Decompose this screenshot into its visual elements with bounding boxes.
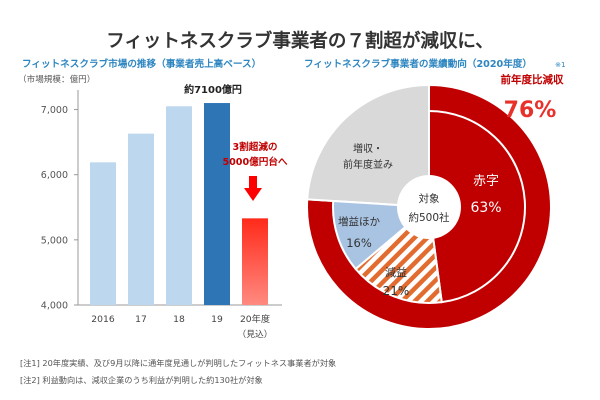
bar-18 [166,106,192,306]
footnote-1: [注1] 20年度実績、及び9月以降に通年度見通しが判明したフィットネス事業者が… [20,358,337,368]
profit-decline-value: 21% [383,284,410,298]
donut-chart: フィットネスクラブ事業者の業績動向（2020年度） ※1 対象 約500社 増収… [304,58,566,330]
bar-2016 [90,162,116,305]
profit-increase-value: 16% [346,236,372,250]
y-tick-label: 6,000 [41,170,68,181]
x-tick-label: 2016 [91,314,115,325]
y-tick-label: 7,000 [41,105,68,116]
donut-chart-title: フィットネスクラブ事業者の業績動向（2020年度） [304,58,532,70]
profit-decline-label: 減益 [385,265,407,279]
bar-chart: フィットネスクラブ市場の推移（事業者売上高ベース） （市場規模：億円） 4,00… [18,58,288,340]
drop-annotation-line1: 3割超減の [232,141,277,153]
x-tick-label: 20年度 [240,313,270,325]
headline: フィットネスクラブ事業者の７割超が減収に、 [106,30,494,52]
profit-increase-label: 増益ほか [338,215,380,228]
x-tick-label: 19 [211,314,223,325]
x-tick-sublabel: （見込） [237,329,272,340]
peak-annotation: 約7100億円 [184,83,242,96]
drop-annotation-line2: 5000億円台へ [222,156,287,168]
center-label-line2: 約500社 [408,211,450,224]
x-tick-label: 17 [135,314,147,325]
gray-label-line1: 増収・ [353,142,383,155]
donut-chart-title-note: ※1 [555,60,566,69]
donut-center [397,175,461,239]
decline-headline-label: 前年度比減収 [501,73,564,86]
bar-20年度 [242,218,268,305]
inner-segment-deficit [428,109,526,304]
deficit-value: 63% [470,200,501,216]
bar-17 [128,133,154,305]
center-label-line1: 対象 [419,192,440,205]
decline-headline-value: 76% [504,98,557,123]
footnote-2: [注2] 利益動向は、減収企業のうち利益が判明した約130社が対象 [20,375,263,385]
bar-chart-title: フィットネスクラブ市場の推移（事業者売上高ベース） [22,58,261,70]
y-tick-label: 4,000 [41,301,68,312]
bar-19 [204,103,230,305]
bar-chart-unit-label: （市場規模：億円） [18,73,95,85]
gray-label-line2: 前年度並み [343,158,393,171]
outer-segment-increase-flat [306,83,430,209]
y-tick-label: 5,000 [41,235,68,246]
deficit-label: 赤字 [473,174,499,189]
down-arrow-icon [244,176,262,201]
x-tick-label: 18 [173,314,185,325]
